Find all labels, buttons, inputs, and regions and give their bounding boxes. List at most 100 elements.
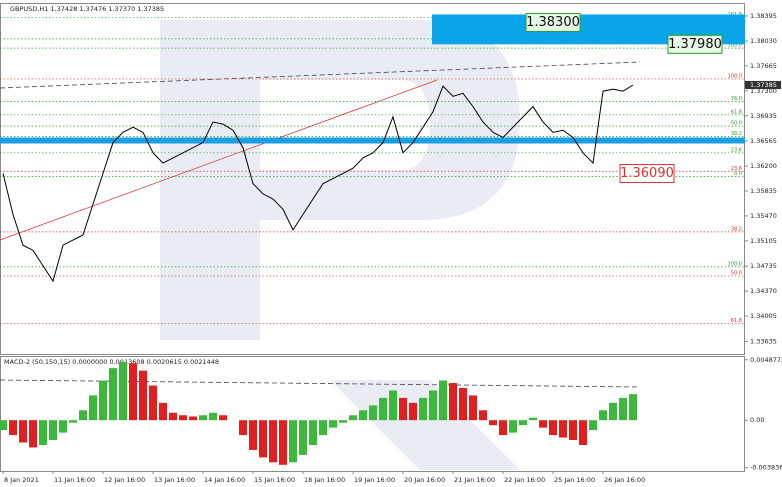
- macd-bar: [69, 420, 77, 423]
- x-tick-label: 14 Jan 16:00: [204, 476, 245, 484]
- macd-bar: [189, 416, 197, 421]
- x-tick-label: 12 Jan 16:00: [104, 476, 145, 484]
- macd-bar: [599, 410, 607, 421]
- x-tick-label: 18 Jan 16:00: [304, 476, 345, 484]
- y-tick-label: 1.35470: [750, 212, 777, 220]
- macd-bar: [239, 420, 247, 436]
- macd-bar: [419, 397, 427, 421]
- macd-title: MACD-2 (50,150,15) 0.0000000 0.0013608 0…: [4, 358, 219, 366]
- support-band: [0, 137, 745, 144]
- fib-label: 50.0: [731, 121, 742, 127]
- macd-bar: [489, 420, 497, 426]
- macd-bar: [519, 420, 527, 426]
- x-tick-label: 13 Jan 16:00: [154, 476, 195, 484]
- y-tick-label: 1.34370: [750, 287, 777, 295]
- fib-label: 23.6: [731, 166, 742, 172]
- y-tick-label: 1.35835: [750, 187, 777, 195]
- macd-bar: [559, 420, 567, 438]
- fib-label: 50.0: [731, 271, 742, 277]
- watermark: [160, 20, 520, 340]
- y-tick-label: -0.00383683: [750, 464, 782, 472]
- last-price-label: 1.37385: [750, 81, 777, 89]
- y-tick-label: 1.36935: [750, 112, 777, 120]
- y-tick-label: 1.37300: [750, 87, 777, 95]
- macd-bar: [329, 420, 337, 428]
- macd-bar: [539, 420, 547, 428]
- fib-label: 23.6: [731, 147, 742, 153]
- macd-bar: [19, 420, 27, 443]
- macd-bar: [269, 420, 277, 463]
- macd-bar: [179, 415, 187, 421]
- macd-bar: [129, 363, 137, 421]
- fib-label: 0.0: [734, 171, 742, 177]
- macd-bar: [589, 420, 597, 431]
- macd-bar: [509, 420, 517, 433]
- y-tick-label: 0.00487739: [750, 356, 782, 364]
- macd-bar: [459, 387, 467, 421]
- fib-label: 100.0: [728, 261, 742, 267]
- macd-bar: [279, 420, 287, 465]
- macd-bar: [159, 402, 167, 421]
- macd-bar: [439, 380, 447, 421]
- fib-label: 61.8: [731, 318, 742, 324]
- fib-label: 100.0: [728, 43, 742, 49]
- x-tick-label: 22 Jan 16:00: [504, 476, 545, 484]
- macd-bar: [39, 420, 47, 445]
- target-label: 1.36090: [620, 166, 674, 181]
- fib-label: 100.0: [728, 73, 742, 79]
- macd-bar: [469, 395, 477, 421]
- fib-label: 61.8: [731, 109, 742, 115]
- macd-bar: [99, 380, 107, 421]
- macd-bar: [389, 390, 397, 421]
- macd-bar: [289, 420, 297, 463]
- trend-line: [0, 79, 438, 241]
- macd-bar: [139, 370, 147, 421]
- macd-bar: [619, 397, 627, 421]
- macd-bar: [59, 420, 67, 433]
- macd-bar: [449, 383, 457, 421]
- macd-bar: [219, 415, 227, 421]
- x-tick-label: 26 Jan 16:00: [604, 476, 645, 484]
- macd-bar: [569, 420, 577, 441]
- y-tick-label: 1.36200: [750, 162, 777, 170]
- macd-bar: [529, 417, 537, 421]
- y-tick-label: 1.38030: [750, 37, 777, 45]
- macd-bar: [579, 420, 587, 445]
- macd-bar: [9, 420, 17, 436]
- macd-bar: [119, 361, 127, 421]
- macd-bar: [499, 420, 507, 436]
- y-tick-label: 1.34005: [750, 312, 777, 320]
- macd-bar: [149, 385, 157, 421]
- price-line: [2, 84, 634, 283]
- macd-bar: [249, 420, 257, 450]
- macd-bar: [409, 402, 417, 421]
- target-box: [619, 164, 675, 184]
- macd-bar: [629, 394, 637, 421]
- x-tick-label: 19 Jan 16:00: [354, 476, 395, 484]
- y-tick-label: 1.33635: [750, 337, 777, 345]
- x-tick-label: 21 Jan 16:00: [454, 476, 495, 484]
- target-label: 1.38300: [526, 15, 580, 30]
- macd-bar: [359, 410, 367, 421]
- macd-bar: [369, 405, 377, 421]
- y-tick-label: 1.38395: [750, 12, 777, 20]
- macd-bar: [259, 420, 267, 458]
- macd-bar: [109, 368, 117, 421]
- macd-bar: [549, 420, 557, 436]
- macd-bar: [299, 420, 307, 455]
- target-label: 1.37980: [668, 37, 722, 52]
- macd-bar: [209, 412, 217, 421]
- price-title: GBPUSD,H1 1.37428 1.37476 1.37370 1.3738…: [10, 5, 164, 13]
- macd-bar: [89, 395, 97, 421]
- fib-label: 76.0: [731, 96, 742, 102]
- macd-bar: [49, 420, 57, 441]
- target-box: [525, 12, 581, 32]
- x-tick-label: 11 Jan 16:00: [54, 476, 95, 484]
- x-tick-label: 8 Jan 2021: [4, 476, 39, 484]
- macd-bar: [79, 410, 87, 421]
- last-price-box: [745, 81, 781, 90]
- x-tick-label: 25 Jan 16:00: [554, 476, 595, 484]
- macd-bar: [609, 402, 617, 421]
- macd-bar: [429, 390, 437, 421]
